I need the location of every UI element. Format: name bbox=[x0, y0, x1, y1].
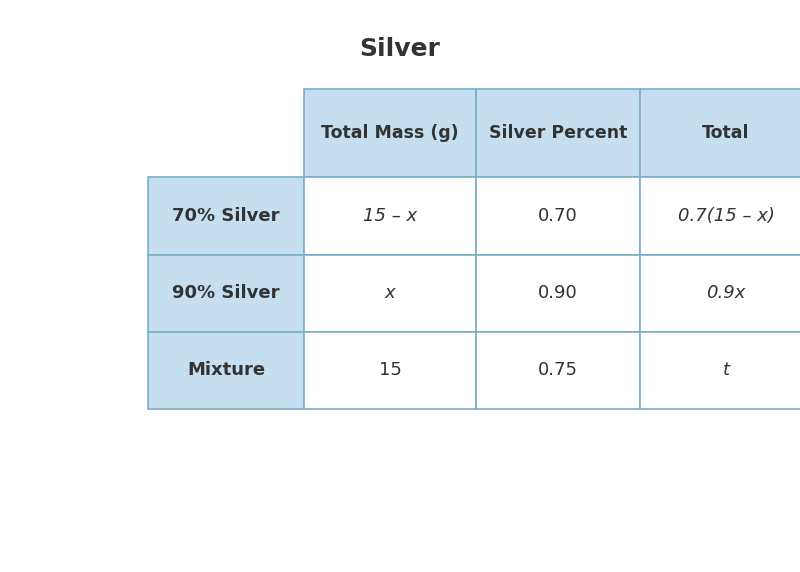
Bar bbox=[640, 177, 800, 255]
Text: t: t bbox=[722, 362, 730, 379]
Bar bbox=[148, 332, 304, 409]
Bar bbox=[476, 89, 640, 177]
Bar bbox=[148, 177, 304, 255]
Text: 15 – x: 15 – x bbox=[363, 207, 417, 225]
Text: Silver Percent: Silver Percent bbox=[489, 124, 627, 142]
Text: 15: 15 bbox=[378, 362, 402, 379]
Bar bbox=[304, 177, 476, 255]
Text: 0.90: 0.90 bbox=[538, 284, 578, 302]
Text: 0.9x: 0.9x bbox=[706, 284, 746, 302]
Bar bbox=[640, 255, 800, 332]
Bar bbox=[476, 255, 640, 332]
Bar bbox=[476, 177, 640, 255]
Bar bbox=[148, 255, 304, 332]
Text: Total: Total bbox=[702, 124, 750, 142]
Text: 0.75: 0.75 bbox=[538, 362, 578, 379]
Text: 90% Silver: 90% Silver bbox=[172, 284, 280, 302]
Bar bbox=[304, 255, 476, 332]
Bar bbox=[148, 89, 304, 177]
Text: 0.70: 0.70 bbox=[538, 207, 578, 225]
Text: Mixture: Mixture bbox=[187, 362, 265, 379]
Text: Total Mass (g): Total Mass (g) bbox=[321, 124, 459, 142]
Bar bbox=[476, 332, 640, 409]
Text: x: x bbox=[385, 284, 395, 302]
Bar bbox=[640, 332, 800, 409]
Text: Silver: Silver bbox=[359, 37, 441, 61]
Bar bbox=[304, 332, 476, 409]
Bar bbox=[304, 89, 476, 177]
Bar bbox=[640, 89, 800, 177]
Text: 0.7(15 – x): 0.7(15 – x) bbox=[678, 207, 774, 225]
Text: 70% Silver: 70% Silver bbox=[172, 207, 280, 225]
